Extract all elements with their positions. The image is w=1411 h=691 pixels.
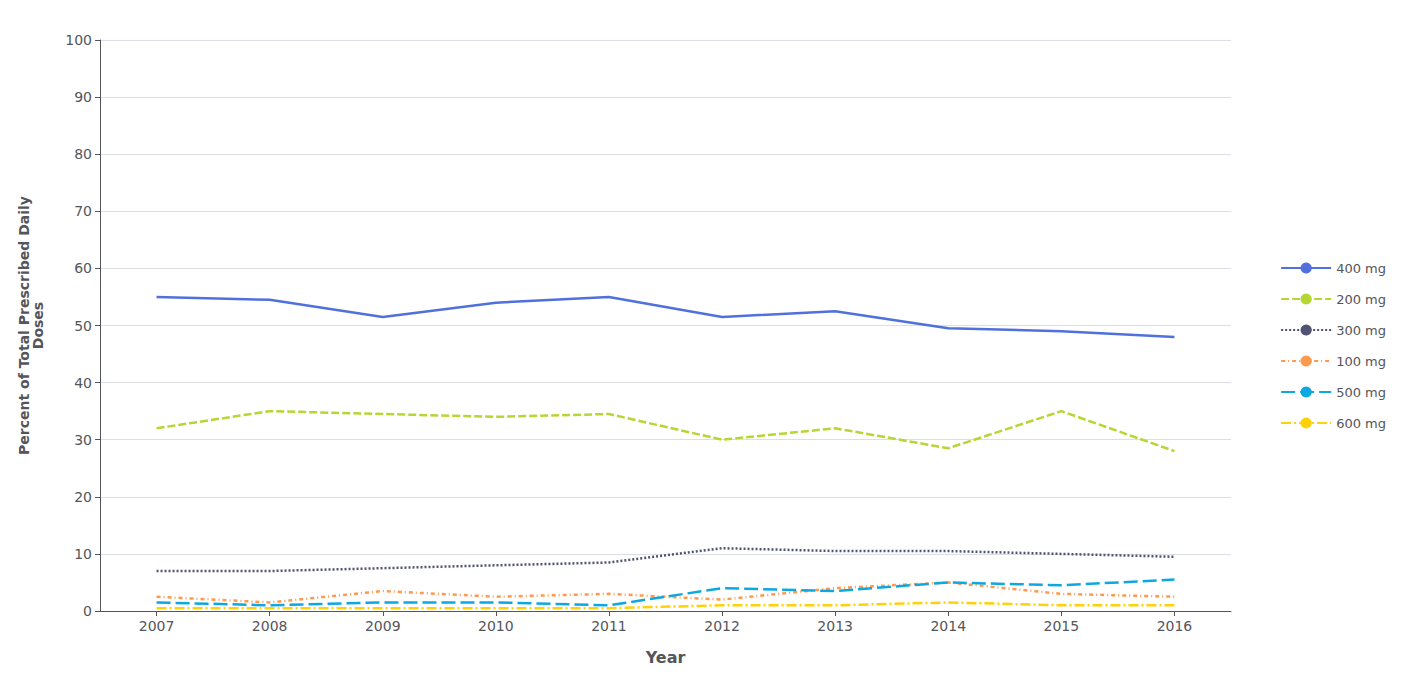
svg-text:2015: 2015 <box>1044 618 1080 634</box>
svg-text:500 mg: 500 mg <box>1336 385 1386 400</box>
svg-text:2007: 2007 <box>139 618 175 634</box>
svg-text:50: 50 <box>74 318 92 334</box>
svg-text:Percent of Total Prescribed Da: Percent of Total Prescribed Daily <box>16 196 32 455</box>
svg-text:2009: 2009 <box>365 618 401 634</box>
svg-text:600 mg: 600 mg <box>1336 416 1386 431</box>
svg-text:10: 10 <box>74 546 92 562</box>
svg-text:Doses: Doses <box>30 302 46 349</box>
svg-text:2014: 2014 <box>930 618 966 634</box>
svg-text:2012: 2012 <box>704 618 740 634</box>
svg-text:2011: 2011 <box>591 618 627 634</box>
svg-text:2016: 2016 <box>1157 618 1193 634</box>
svg-text:60: 60 <box>74 260 92 276</box>
svg-text:300 mg: 300 mg <box>1336 323 1386 338</box>
svg-text:2008: 2008 <box>252 618 288 634</box>
svg-text:2010: 2010 <box>478 618 514 634</box>
svg-text:2013: 2013 <box>817 618 853 634</box>
svg-text:400 mg: 400 mg <box>1336 261 1386 276</box>
svg-text:30: 30 <box>74 432 92 448</box>
svg-text:0: 0 <box>83 603 92 619</box>
svg-text:Year: Year <box>645 648 686 667</box>
svg-text:100 mg: 100 mg <box>1336 354 1386 369</box>
svg-text:70: 70 <box>74 203 92 219</box>
svg-text:80: 80 <box>74 146 92 162</box>
svg-text:200 mg: 200 mg <box>1336 292 1386 307</box>
svg-text:90: 90 <box>74 89 92 105</box>
svg-text:100: 100 <box>65 32 92 48</box>
svg-text:40: 40 <box>74 375 92 391</box>
svg-text:20: 20 <box>74 489 92 505</box>
